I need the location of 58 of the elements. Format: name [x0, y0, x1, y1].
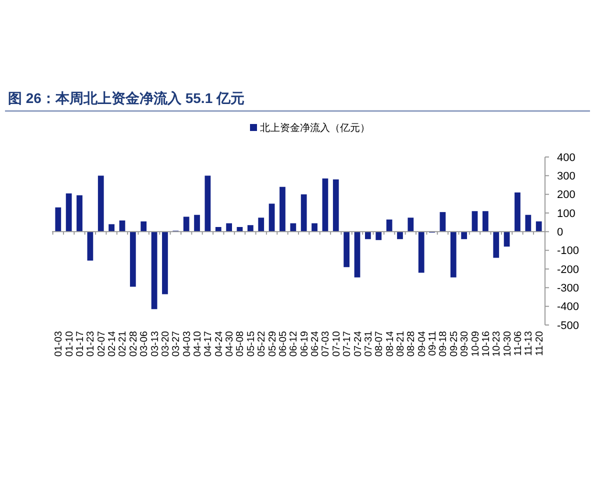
x-tick-label: 01-10 — [64, 330, 76, 357]
x-tick-label: 05-29 — [267, 330, 278, 357]
x-tick-label: 10-09 — [470, 330, 482, 357]
x-tick-label: 10-23 — [492, 330, 503, 357]
x-tick-label: 04-30 — [224, 330, 236, 357]
x-tick-label: 08-28 — [406, 330, 418, 357]
x-tick-label: 09-25 — [448, 330, 460, 357]
x-tick-label: 08-21 — [395, 330, 406, 357]
x-tick-label: 02-21 — [118, 330, 129, 357]
y-tick-label: -500 — [557, 320, 580, 332]
x-tick-label: 04-17 — [203, 330, 214, 357]
x-tick-label: 01-23 — [86, 330, 97, 357]
x-tick-label: 10-16 — [480, 330, 492, 357]
x-tick-label: 03-06 — [139, 330, 150, 357]
x-tick-label: 05-15 — [246, 330, 257, 357]
x-tick-label: 06-12 — [288, 330, 300, 357]
x-tick-label: 03-27 — [171, 330, 182, 357]
x-tick-label: 10-30 — [502, 330, 514, 357]
y-tick-label: -400 — [557, 301, 580, 314]
x-tick-label: 02-28 — [128, 330, 140, 357]
x-tick-label: 11-13 — [524, 330, 535, 356]
x-tick-label: 09-30 — [460, 330, 471, 357]
x-tick-label: 07-31 — [363, 330, 374, 357]
x-tick-label: 07-03 — [320, 330, 332, 357]
x-tick-label: 04-03 — [182, 330, 193, 357]
x-tick-label: 09-11 — [428, 330, 439, 356]
x-tick-label: 04-24 — [214, 330, 225, 357]
y-tick-label: 400 — [557, 152, 576, 164]
x-tick-label: 06-24 — [310, 330, 322, 357]
x-tick-label: 06-19 — [299, 330, 310, 357]
x-tick-label: 05-08 — [235, 330, 246, 357]
y-tick-label: -100 — [557, 245, 580, 258]
x-tick-label: 06-05 — [278, 330, 289, 357]
x-tick-label: 02-14 — [107, 330, 118, 357]
x-tick-label: 01-17 — [75, 330, 86, 357]
y-tick-label: 300 — [557, 170, 576, 183]
x-tick-label: 09-04 — [416, 330, 428, 357]
x-tick-label: 08-14 — [384, 330, 396, 357]
x-tick-label: 08-07 — [374, 330, 386, 357]
y-tick-label: 0 — [557, 226, 564, 239]
x-tick-label: 03-13 — [150, 330, 161, 357]
x-tick-label: 03-20 — [160, 330, 172, 357]
x-tick-label: 02-07 — [96, 330, 108, 357]
x-tick-label: 11-20 — [534, 330, 546, 356]
x-tick-label: 09-18 — [438, 330, 450, 357]
x-tick-label: 07-10 — [331, 330, 342, 357]
y-tick-label: 100 — [557, 208, 576, 220]
x-tick-label: 07-24 — [352, 330, 364, 357]
chart-title: 图 26：本周北上资金净流入 55.1 亿元 — [8, 90, 244, 106]
x-tick-label: 11-06 — [512, 330, 524, 356]
y-tick-label: 200 — [557, 189, 576, 202]
x-tick-label: 04-10 — [192, 330, 204, 357]
x-tick-label: 05-22 — [256, 330, 268, 357]
y-tick-label: -200 — [557, 264, 580, 276]
y-tick-label: -300 — [557, 282, 580, 295]
x-tick-label: 07-17 — [342, 330, 354, 357]
legend-label: 北上资金净流入（亿元） — [260, 122, 370, 134]
x-tick-label: 01-03 — [54, 330, 65, 357]
